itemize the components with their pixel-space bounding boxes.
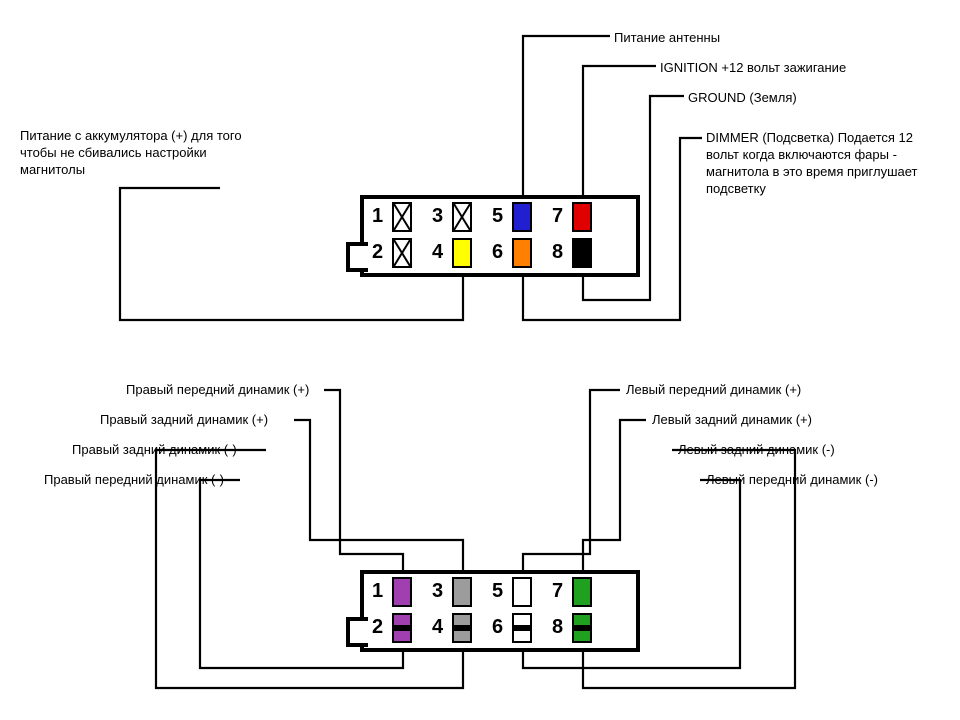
- bottom-pin-6: [512, 613, 532, 643]
- bottom-pin-7: [572, 577, 592, 607]
- bottom-pin-number-3: 3: [432, 580, 443, 603]
- label-ignition: IGNITION +12 вольт зажигание: [660, 60, 846, 77]
- bottom-pin-number-2: 2: [372, 616, 383, 639]
- label-dimmer: DIMMER (Подсветка) Подается 12 вольт ког…: [706, 130, 936, 198]
- top-pin-number-7: 7: [552, 205, 563, 228]
- connector-top-notch: [346, 242, 368, 272]
- label-right-front-minus: Правый передний динамик (-): [44, 472, 224, 489]
- label-left-front-minus: Левый передний динамик (-): [706, 472, 878, 489]
- label-battery-power: Питание с аккумулятора (+) для того чтоб…: [20, 128, 260, 179]
- bottom-pin-4: [452, 613, 472, 643]
- top-pin-5: [512, 202, 532, 232]
- bottom-pin-number-8: 8: [552, 616, 563, 639]
- label-left-rear-plus: Левый задний динамик (+): [652, 412, 812, 429]
- top-pin-1: [392, 202, 412, 232]
- top-pin-number-8: 8: [552, 241, 563, 264]
- diagram-stage: 1 2 3 4 5 6 7 8 1 2 3 4 5 6 7 8 Питание антенны IGNITIO…: [0, 0, 960, 720]
- bottom-pin-2: [392, 613, 412, 643]
- bottom-pin-1: [392, 577, 412, 607]
- top-pin-number-2: 2: [372, 241, 383, 264]
- top-pin-number-5: 5: [492, 205, 503, 228]
- label-right-rear-plus: Правый задний динамик (+): [100, 412, 268, 429]
- bottom-pin-3: [452, 577, 472, 607]
- top-pin-3: [452, 202, 472, 232]
- bottom-pin-number-4: 4: [432, 616, 443, 639]
- label-left-front-plus: Левый передний динамик (+): [626, 382, 801, 399]
- bottom-pin-number-6: 6: [492, 616, 503, 639]
- bottom-pin-number-5: 5: [492, 580, 503, 603]
- top-pin-number-4: 4: [432, 241, 443, 264]
- label-antenna-power: Питание антенны: [614, 30, 720, 47]
- bottom-pin-8: [572, 613, 592, 643]
- top-pin-8: [572, 238, 592, 268]
- label-right-front-plus: Правый передний динамик (+): [126, 382, 309, 399]
- top-pin-number-6: 6: [492, 241, 503, 264]
- top-pin-7: [572, 202, 592, 232]
- label-right-rear-minus: Правый задний динамик (-): [72, 442, 237, 459]
- top-pin-4: [452, 238, 472, 268]
- label-ground: GROUND (Земля): [688, 90, 797, 107]
- bottom-pin-number-7: 7: [552, 580, 563, 603]
- top-pin-number-1: 1: [372, 205, 383, 228]
- top-pin-6: [512, 238, 532, 268]
- top-pin-number-3: 3: [432, 205, 443, 228]
- connector-bottom-notch: [346, 617, 368, 647]
- bottom-pin-number-1: 1: [372, 580, 383, 603]
- bottom-pin-5: [512, 577, 532, 607]
- top-pin-2: [392, 238, 412, 268]
- label-left-rear-minus: Левый задний динамик (-): [678, 442, 835, 459]
